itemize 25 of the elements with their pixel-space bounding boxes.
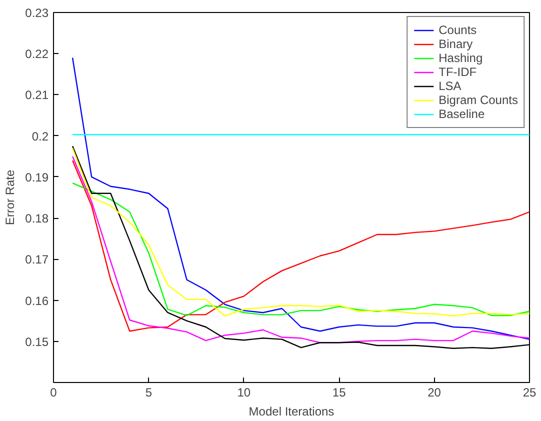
y-tick-label: 0.18 — [25, 212, 49, 226]
x-tick-label: 25 — [522, 386, 536, 400]
x-axis-title: Model Iterations — [248, 404, 334, 418]
y-tick-label: 0.21 — [25, 88, 49, 102]
legend-label: TF-IDF — [438, 65, 477, 79]
legend-label: Binary — [438, 37, 473, 51]
legend-label: Baseline — [438, 107, 485, 121]
x-tick-label: 15 — [332, 386, 346, 400]
x-tick-label: 20 — [428, 386, 442, 400]
y-tick-label: 0.2 — [32, 129, 49, 144]
y-tick-label: 0.22 — [25, 47, 49, 62]
legend-label: Counts — [438, 23, 477, 37]
x-tick-label: 5 — [145, 386, 152, 400]
legend-label: LSA — [438, 79, 462, 93]
x-tick-label: 10 — [237, 386, 251, 400]
y-tick-label: 0.19 — [25, 170, 49, 184]
y-tick-label: 0.15 — [25, 334, 49, 349]
line-series — [72, 182, 530, 316]
x-tick-label: 0 — [50, 386, 58, 400]
legend-label: Bigram Counts — [438, 93, 518, 107]
legend-label: Hashing — [438, 51, 483, 65]
y-axis-title: Error Rate — [3, 170, 18, 226]
y-tick-label: 0.23 — [25, 6, 49, 20]
y-tick-label: 0.16 — [25, 294, 49, 308]
y-tick-label: 0.17 — [25, 252, 49, 267]
